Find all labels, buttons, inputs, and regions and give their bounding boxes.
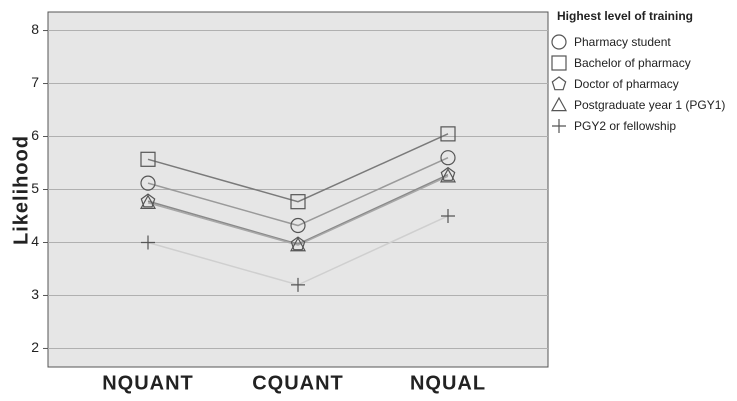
legend-item: Postgraduate year 1 (PGY1) bbox=[550, 94, 737, 115]
legend-marker bbox=[550, 96, 568, 111]
marker bbox=[290, 194, 306, 210]
y-tick-label: 4 bbox=[31, 233, 39, 249]
legend-label: PGY2 or fellowship bbox=[574, 118, 677, 133]
legend-item: Pharmacy student bbox=[550, 31, 737, 52]
marker bbox=[441, 208, 455, 223]
y-tick-label: 7 bbox=[31, 74, 39, 90]
marker bbox=[140, 175, 156, 191]
series-line bbox=[147, 175, 449, 246]
legend-label: Postgraduate year 1 (PGY1) bbox=[574, 97, 726, 112]
marker bbox=[139, 194, 157, 209]
legend-marker bbox=[552, 118, 566, 133]
x-tick-label: CQUANT bbox=[252, 372, 344, 394]
marker bbox=[551, 75, 567, 90]
legend-item: PGY2 or fellowship bbox=[550, 115, 737, 136]
y-tick-label: 8 bbox=[31, 21, 39, 37]
x-tick-label: NQUANT bbox=[102, 372, 194, 394]
marker bbox=[140, 193, 156, 208]
legend-marker bbox=[551, 54, 567, 71]
marker bbox=[551, 54, 567, 71]
legend: Highest level of training Pharmacy stude… bbox=[550, 8, 737, 136]
legend-marker bbox=[551, 75, 567, 90]
marker bbox=[551, 33, 567, 50]
series-line bbox=[147, 157, 449, 227]
y-axis-label: Likelihood bbox=[10, 135, 32, 245]
legend-label: Pharmacy student bbox=[574, 34, 671, 49]
series-line bbox=[147, 133, 449, 203]
legend-label: Bachelor of pharmacy bbox=[574, 55, 691, 70]
marker bbox=[440, 126, 456, 142]
marker bbox=[290, 236, 306, 251]
y-tick-label: 5 bbox=[31, 180, 39, 196]
marker bbox=[439, 168, 457, 183]
marker bbox=[141, 235, 155, 250]
legend-label: Doctor of pharmacy bbox=[574, 76, 679, 91]
legend-title: Highest level of training bbox=[556, 9, 694, 23]
legend-item: Bachelor of pharmacy bbox=[550, 52, 737, 73]
marker bbox=[140, 151, 156, 167]
marker bbox=[552, 118, 566, 133]
y-tick-label: 6 bbox=[31, 127, 39, 143]
marker bbox=[289, 236, 307, 252]
marker bbox=[291, 277, 305, 292]
marker bbox=[550, 96, 568, 111]
legend-item: Doctor of pharmacy bbox=[550, 73, 737, 94]
marker bbox=[440, 166, 456, 181]
y-tick-label: 3 bbox=[31, 286, 39, 302]
series-line bbox=[147, 173, 449, 245]
y-tick-label: 2 bbox=[31, 339, 39, 355]
marker bbox=[290, 217, 306, 234]
marker bbox=[440, 150, 456, 166]
x-tick-label: NQUAL bbox=[410, 372, 486, 394]
legend-marker bbox=[551, 33, 567, 50]
